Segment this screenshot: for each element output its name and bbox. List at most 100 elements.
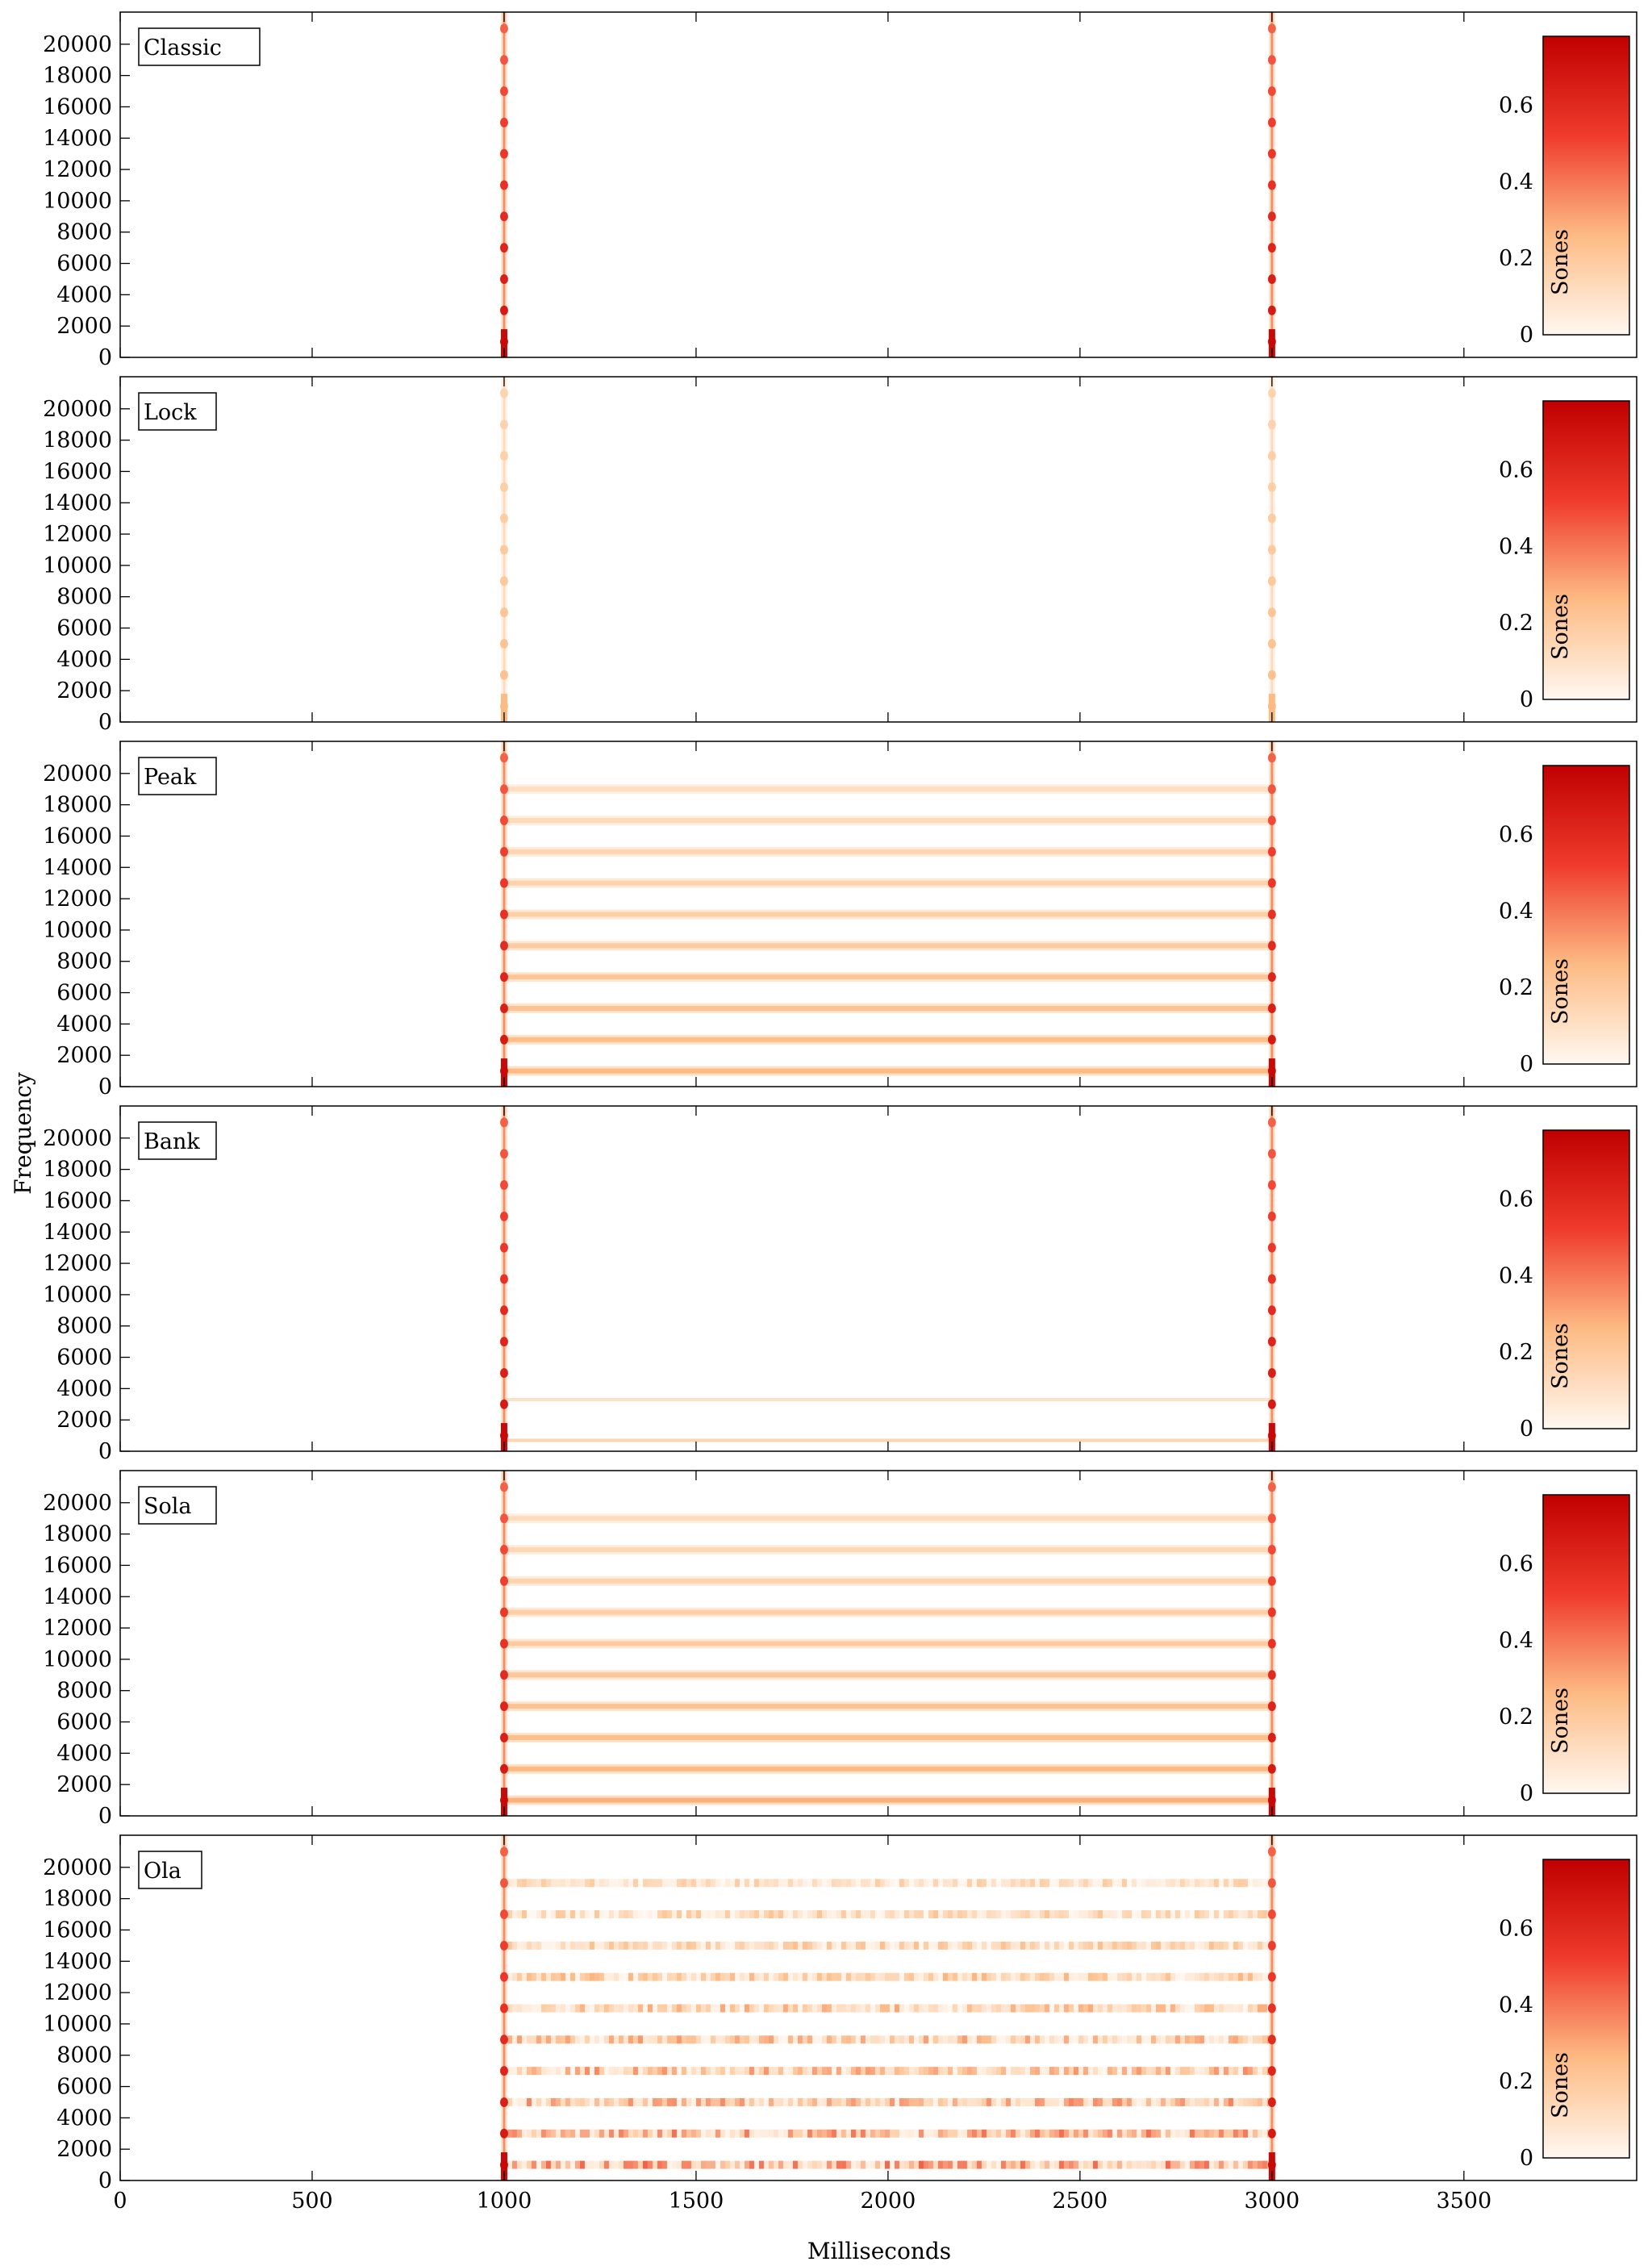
colorbar-tick-label: 0.4 — [1499, 1628, 1533, 1653]
colorbar-tick-label: 0.2 — [1499, 611, 1533, 636]
heatmap-layer — [499, 1106, 1276, 1451]
y-tick-label: 14000 — [43, 855, 112, 880]
plot-frame — [119, 1834, 1637, 2181]
y-tick-label: 6000 — [56, 1710, 112, 1735]
x-axis-label: Milliseconds — [807, 2238, 951, 2264]
colorbar-tick-label: 0.4 — [1499, 1263, 1533, 1288]
band-9000hz — [507, 2035, 1272, 2044]
colorbar-tick-label: 0.2 — [1499, 2069, 1533, 2094]
colorbar-tick-label: 0.4 — [1499, 1993, 1533, 2018]
band-3300hz — [503, 1397, 1272, 1401]
y-tick-label: 8000 — [56, 1314, 112, 1339]
y-tick-label: 18000 — [43, 793, 112, 818]
onset-1000ms — [499, 377, 508, 722]
colorbar: 0 0.2 0.4 0.6 Sones — [1499, 765, 1630, 1077]
y-tick-label: 16000 — [43, 1918, 112, 1943]
y-tick-label: 10000 — [43, 1283, 112, 1308]
band-1000hz — [503, 1066, 1272, 1076]
colorbar-label: Sones — [1548, 958, 1573, 1024]
panel-label-text: Peak — [144, 765, 197, 790]
onset-1000ms — [499, 1835, 508, 2180]
y-tick-label: 6000 — [56, 1346, 112, 1371]
colorbar-gradient — [1542, 400, 1630, 700]
band-13000hz — [503, 878, 1272, 888]
colorbar-tick-label: 0.4 — [1499, 169, 1533, 194]
y-tick-label: 4000 — [56, 282, 112, 307]
colorbar-tick-label: 0.4 — [1499, 534, 1533, 559]
y-axis-label: Frequency — [10, 1072, 36, 1195]
onset-1000ms — [499, 741, 508, 1087]
band-5000hz — [503, 1003, 1272, 1013]
colorbar-label: Sones — [1548, 1688, 1573, 1754]
y-tick-label: 2000 — [56, 1408, 112, 1433]
y-tick-label: 14000 — [43, 1220, 112, 1245]
colorbar-tick-label: 0 — [1520, 1052, 1533, 1077]
x-tick-label: 3500 — [1436, 2189, 1491, 2214]
panel-label-text: Ola — [144, 1859, 181, 1884]
x-tick-label: 2500 — [1053, 2189, 1108, 2214]
panel-sola: 0 2000 4000 6000 8000 10000 12000 14000 16000 180… — [43, 1470, 1637, 1829]
band-5000hz — [503, 1732, 1272, 1742]
colorbar-tick-label: 0 — [1520, 2146, 1533, 2171]
band-15000hz — [503, 846, 1272, 857]
y-tick-label: 8000 — [56, 220, 112, 245]
onset-3000ms — [1267, 377, 1276, 722]
band-15000hz — [503, 1575, 1272, 1586]
colorbar-tick-label: 0.2 — [1499, 246, 1533, 271]
ticks — [119, 1835, 1465, 2181]
colorbar-label: Sones — [1548, 229, 1573, 295]
colorbar-gradient — [1542, 1129, 1630, 1429]
panel-peak: 0 2000 4000 6000 8000 10000 12000 14000 16000 180… — [43, 741, 1637, 1100]
y-tick-label: 16000 — [43, 94, 112, 119]
colorbar-tick-label: 0.6 — [1499, 1187, 1533, 1212]
band-5000hz — [507, 2097, 1272, 2106]
band-17000hz — [503, 1545, 1272, 1555]
plot-area — [120, 377, 1637, 722]
y-tick-label: 10000 — [43, 2012, 112, 2037]
band-700hz — [503, 1438, 1272, 1442]
band-1000hz — [507, 2160, 1272, 2169]
colorbar-tick-label: 0 — [1520, 687, 1533, 712]
y-tick-label: 14000 — [43, 1584, 112, 1609]
y-tick-label: 20000 — [43, 1491, 112, 1516]
band-19000hz — [503, 784, 1272, 795]
y-tick-label: 10000 — [43, 189, 112, 214]
panel-label: Peak — [138, 757, 217, 795]
panel-bank: 0 2000 4000 6000 8000 10000 12000 14000 16000 180… — [43, 1105, 1637, 1464]
y-tick-label: 12000 — [43, 1616, 112, 1641]
plot-area — [120, 12, 1637, 357]
y-tick-label: 2000 — [56, 314, 112, 339]
y-tick-label: 2000 — [56, 2137, 112, 2162]
y-tick-label: 14000 — [43, 490, 112, 515]
colorbar-label: Sones — [1548, 1323, 1573, 1389]
panel-label: Bank — [138, 1121, 217, 1160]
plot-frame — [119, 1105, 1637, 1452]
onset-3000ms — [1267, 12, 1276, 357]
colorbar-tick-label: 0 — [1520, 1781, 1533, 1806]
colorbar-gradient — [1542, 765, 1630, 1065]
band-11000hz — [503, 1638, 1272, 1649]
y-tick-label: 6000 — [56, 252, 112, 277]
band-11000hz — [503, 909, 1272, 920]
plot-area — [120, 1106, 1637, 1451]
y-tick-label: 2000 — [56, 678, 112, 703]
x-tick-label: 1000 — [477, 2189, 532, 2214]
y-tick-label: 4000 — [56, 647, 112, 672]
y-tick-label: 16000 — [43, 459, 112, 484]
y-tick-label: 10000 — [43, 1647, 112, 1672]
y-tick-label: 20000 — [43, 762, 112, 787]
y-tick-label: 18000 — [43, 428, 112, 453]
y-tick-label: 18000 — [43, 64, 112, 89]
y-tick-label: 14000 — [43, 126, 112, 151]
y-tick-label: 4000 — [56, 1741, 112, 1766]
band-3000hz — [503, 1034, 1272, 1045]
y-tick-label: 0 — [98, 345, 112, 370]
colorbar-tick-label: 0 — [1520, 323, 1533, 348]
colorbar-tick-label: 0.2 — [1499, 1340, 1533, 1365]
y-tick-label: 16000 — [43, 1188, 112, 1213]
y-tick-label: 20000 — [43, 1855, 112, 1880]
band-9000hz — [503, 1670, 1272, 1680]
band-13000hz — [503, 1607, 1272, 1617]
y-tick-label: 8000 — [56, 585, 112, 610]
y-tick-label: 10000 — [43, 553, 112, 578]
